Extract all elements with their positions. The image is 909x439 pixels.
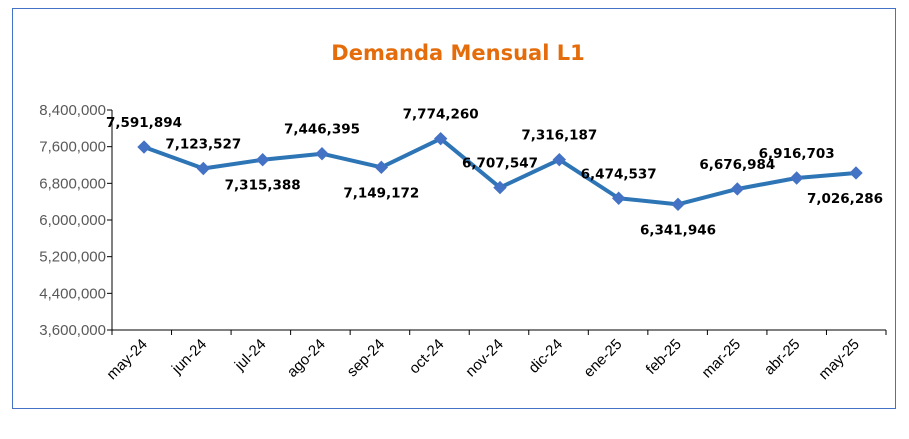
x-tick-label: sep-24 — [344, 336, 388, 380]
x-tick-label: mar-25 — [699, 336, 745, 382]
data-point — [433, 131, 448, 146]
data-label: 6,676,984 — [699, 157, 775, 173]
x-tick-label: jun-24 — [168, 336, 210, 378]
chart-title: Demanda Mensual L1 — [331, 41, 584, 65]
y-axis: 3,600,000 4,400,000 5,200,000 6,000,000 6,80… — [39, 102, 113, 339]
x-tick-label: oct-24 — [406, 336, 448, 378]
data-point — [611, 191, 626, 205]
x-tick-label: abr-25 — [761, 336, 804, 379]
x-tick-label: ene-25 — [580, 336, 625, 381]
x-tick-label: nov-24 — [462, 336, 506, 380]
data-label: 6,707,547 — [462, 156, 538, 172]
data-point — [789, 171, 804, 185]
data-label: 7,026,286 — [807, 191, 883, 207]
data-point — [671, 197, 685, 212]
data-point — [196, 161, 211, 176]
data-label: 7,315,388 — [225, 178, 301, 194]
data-label: 7,316,187 — [521, 128, 597, 144]
data-label: 6,474,537 — [581, 166, 657, 182]
y-tick-label: 5,200,000 — [39, 249, 106, 266]
data-point — [730, 182, 745, 196]
x-tick-label: dic-24 — [525, 336, 566, 377]
x-tick-label: feb-25 — [643, 336, 685, 378]
data-point — [315, 146, 329, 161]
data-point — [493, 180, 507, 195]
chart-frame — [12, 8, 896, 409]
data-label: 7,591,894 — [106, 115, 182, 131]
series-demanda — [137, 131, 863, 212]
data-labels: 7,591,894 7,123,527 7,315,388 7,446,395 7,14… — [106, 107, 883, 239]
y-tick-label: 4,400,000 — [39, 285, 106, 302]
x-tick-label: jul-24 — [231, 336, 270, 375]
data-point — [137, 140, 151, 154]
x-tick-label: may-24 — [103, 336, 150, 383]
data-label: 7,123,527 — [165, 137, 241, 153]
x-tick-label: ago-24 — [284, 336, 329, 381]
data-label: 6,341,946 — [640, 222, 716, 238]
data-point — [255, 153, 270, 167]
data-point — [374, 160, 389, 175]
y-tick-label: 6,800,000 — [39, 175, 106, 192]
y-tick-label: 6,000,000 — [39, 212, 106, 229]
data-point — [849, 166, 863, 180]
data-label: 6,916,703 — [759, 146, 835, 162]
x-axis: may-24 jun-24 jul-24 ago-24 sep-24 oct-24 nov-… — [103, 329, 887, 383]
y-tick-label: 7,600,000 — [39, 139, 106, 156]
data-label: 7,446,395 — [284, 122, 360, 138]
y-tick-label: 3,600,000 — [39, 322, 106, 339]
data-label: 7,774,260 — [403, 107, 479, 123]
x-tick-label: may-25 — [815, 336, 862, 383]
y-tick-label: 8,400,000 — [39, 102, 106, 119]
data-label: 7,149,172 — [343, 185, 419, 201]
data-point — [552, 152, 567, 167]
